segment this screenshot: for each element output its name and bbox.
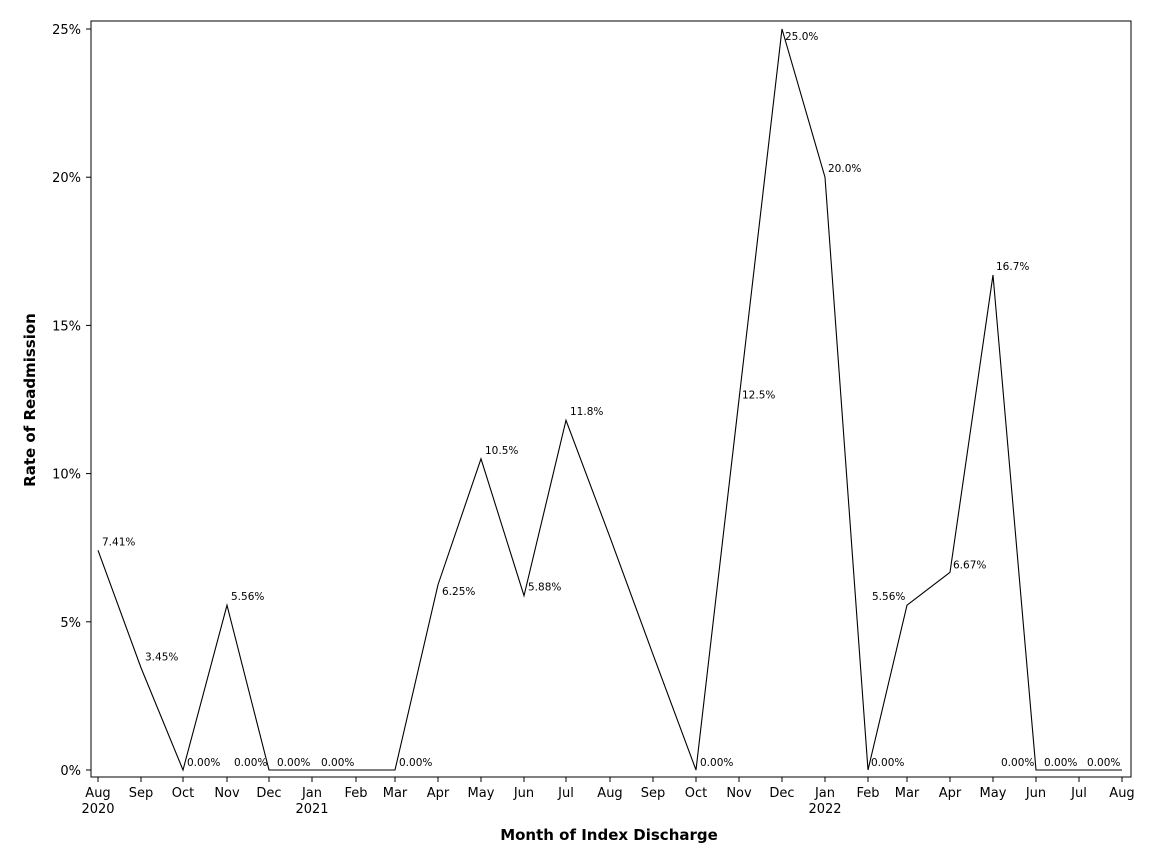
data-label: 0.00% xyxy=(1087,757,1120,769)
data-label: 0.00% xyxy=(700,757,733,769)
x-tick-label: May xyxy=(468,786,495,801)
y-tick-label: 10% xyxy=(52,468,81,483)
data-label: 0.00% xyxy=(871,757,904,769)
data-label: 0.00% xyxy=(1001,757,1034,769)
y-tick-label: 15% xyxy=(52,319,81,334)
y-tick-label: 20% xyxy=(52,171,81,186)
y-tick-label: 25% xyxy=(52,23,81,38)
data-label: 25.0% xyxy=(785,31,818,43)
data-labels: 7.41% 3.45% 0.00% 5.56% 0.00% 0.00% 0.00% 0.00%… xyxy=(102,31,1120,769)
data-label: 7.41% xyxy=(102,536,135,548)
x-tick-label: Feb xyxy=(344,786,367,801)
data-label: 5.88% xyxy=(528,582,561,594)
data-label: 5.56% xyxy=(872,591,905,603)
data-label: 12.5% xyxy=(742,390,775,402)
data-label: 0.00% xyxy=(321,757,354,769)
x-tick-label: Jul xyxy=(557,786,574,801)
data-label: 0.00% xyxy=(1044,757,1077,769)
data-label: 5.56% xyxy=(231,591,264,603)
x-year-label: 2020 xyxy=(81,802,114,817)
data-label: 10.5% xyxy=(485,445,518,457)
data-label: 20.0% xyxy=(828,163,861,175)
x-tick-label: Oct xyxy=(685,786,707,801)
x-axis-title: Month of Index Discharge xyxy=(500,826,718,844)
x-tick-label: Jun xyxy=(1025,786,1046,801)
x-tick-label: Jul xyxy=(1070,786,1087,801)
x-tick-label: Sep xyxy=(129,786,154,801)
x-tick-label: Nov xyxy=(726,786,752,801)
x-tick-label: Jun xyxy=(513,786,534,801)
x-tick-label: Feb xyxy=(856,786,879,801)
x-tick-label: Dec xyxy=(256,786,281,801)
data-label: 6.25% xyxy=(442,586,475,598)
x-tick-label: Nov xyxy=(214,786,240,801)
y-tick-label: 5% xyxy=(60,616,81,631)
data-label: 3.45% xyxy=(145,652,178,664)
x-tick-label: Apr xyxy=(427,786,450,801)
y-tick-label: 0% xyxy=(60,764,81,779)
x-tick-label: Aug xyxy=(85,786,110,801)
y-axis: 0% 5% 10% 15% 20% 25% xyxy=(52,23,91,779)
x-tick-label: Apr xyxy=(939,786,962,801)
y-axis-title: Rate of Readmission xyxy=(21,313,39,487)
x-tick-label: Jan xyxy=(301,786,322,801)
x-tick-label: Oct xyxy=(172,786,194,801)
data-label: 0.00% xyxy=(399,757,432,769)
x-tick-label: Aug xyxy=(1109,786,1134,801)
series-line xyxy=(97,28,1122,772)
x-year-label: 2021 xyxy=(295,802,328,817)
data-label: 0.00% xyxy=(277,757,310,769)
plot-frame xyxy=(90,20,1132,778)
x-year-label: 2022 xyxy=(808,802,841,817)
data-label: 16.7% xyxy=(996,261,1029,273)
x-tick-label: May xyxy=(980,786,1007,801)
x-tick-label: Jan xyxy=(814,786,835,801)
data-label: 0.00% xyxy=(234,757,267,769)
x-tick-label: Aug xyxy=(597,786,622,801)
x-tick-label: Mar xyxy=(383,786,408,801)
data-label: 6.67% xyxy=(953,559,986,571)
data-label: 0.00% xyxy=(187,757,220,769)
x-tick-label: Mar xyxy=(895,786,920,801)
x-tick-label: Sep xyxy=(641,786,666,801)
data-label: 11.8% xyxy=(570,406,603,418)
x-tick-label: Dec xyxy=(769,786,794,801)
